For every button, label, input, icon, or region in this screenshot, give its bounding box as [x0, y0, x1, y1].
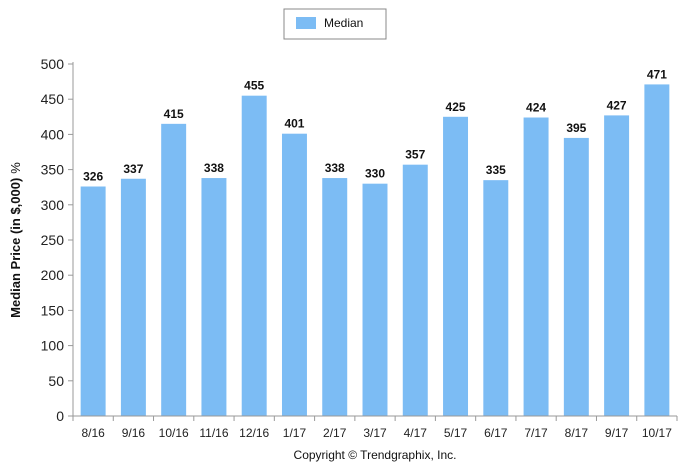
data-label: 415: [164, 107, 184, 121]
y-tick-label: 0: [56, 408, 64, 424]
data-label: 427: [607, 98, 627, 112]
bar: [241, 95, 267, 417]
y-tick-label: 450: [41, 91, 65, 107]
legend: Median: [283, 8, 387, 40]
data-label: 455: [244, 79, 264, 93]
bar: [281, 133, 307, 417]
bar: [161, 123, 187, 416]
data-label: 338: [204, 161, 224, 175]
x-tick-label: 12/16: [239, 426, 269, 440]
y-tick-label: 300: [41, 197, 65, 213]
data-label: 330: [365, 167, 385, 181]
data-label: 357: [405, 148, 425, 162]
x-tick-label: 9/17: [605, 426, 629, 440]
y-tick-label: 100: [41, 338, 65, 354]
data-label: 471: [647, 67, 667, 81]
data-label: 335: [486, 163, 506, 177]
y-tick-label: 200: [41, 267, 65, 283]
y-tick-label: 50: [48, 373, 64, 389]
bar: [483, 180, 509, 416]
data-label: 401: [284, 117, 304, 131]
legend-label: Median: [324, 16, 363, 30]
bar: [80, 186, 106, 416]
x-tick-label: 9/16: [122, 426, 146, 440]
y-tick-label: 400: [41, 126, 65, 142]
x-tick-label: 1/17: [283, 426, 307, 440]
copyright-text: Copyright © Trendgraphix, Inc.: [294, 448, 457, 462]
bar-series-median: [80, 84, 670, 417]
bar: [604, 115, 630, 416]
bar: [201, 178, 227, 416]
y-axis: 0 50 100 150 200 250 300 350 400 450 500: [41, 56, 73, 424]
data-label: 424: [526, 101, 546, 115]
x-tick-label: 6/17: [484, 426, 508, 440]
data-label: 338: [325, 161, 345, 175]
bar: [563, 137, 589, 417]
x-tick-label: 4/17: [404, 426, 428, 440]
data-label: 326: [83, 169, 103, 183]
bar: [322, 178, 348, 416]
x-tick-label: 3/17: [363, 426, 387, 440]
x-tick-label: 10/16: [159, 426, 189, 440]
x-axis: 8/16 9/16 10/16 11/16 12/16 1/17 2/17 3/17 4/17 5…: [72, 416, 678, 440]
bar: [120, 178, 146, 416]
x-tick-label: 7/17: [524, 426, 548, 440]
y-tick-label: 500: [41, 56, 65, 72]
y-tick-label: 150: [41, 302, 65, 318]
bar: [443, 116, 469, 417]
data-label: 337: [123, 162, 143, 176]
data-label: 395: [566, 121, 586, 135]
x-tick-label: 10/17: [642, 426, 672, 440]
x-tick-label: 8/16: [81, 426, 105, 440]
y-tick-label: 250: [41, 232, 65, 248]
data-labels: 326 337 415 338 455 401 338 330 357 425 335 424 395 4…: [83, 67, 667, 183]
y-axis-label: Median Price (in $,000)%: [8, 162, 23, 318]
x-tick-label: 5/17: [444, 426, 468, 440]
x-tick-label: 8/17: [565, 426, 589, 440]
x-tick-label: 2/17: [323, 426, 347, 440]
bar: [523, 117, 549, 416]
x-tick-label: 11/16: [199, 426, 228, 440]
data-label: 425: [446, 100, 466, 114]
y-tick-label: 350: [41, 162, 65, 178]
bar: [644, 84, 670, 416]
bar: [362, 183, 388, 416]
legend-swatch: [296, 17, 316, 29]
bar: [402, 164, 428, 416]
